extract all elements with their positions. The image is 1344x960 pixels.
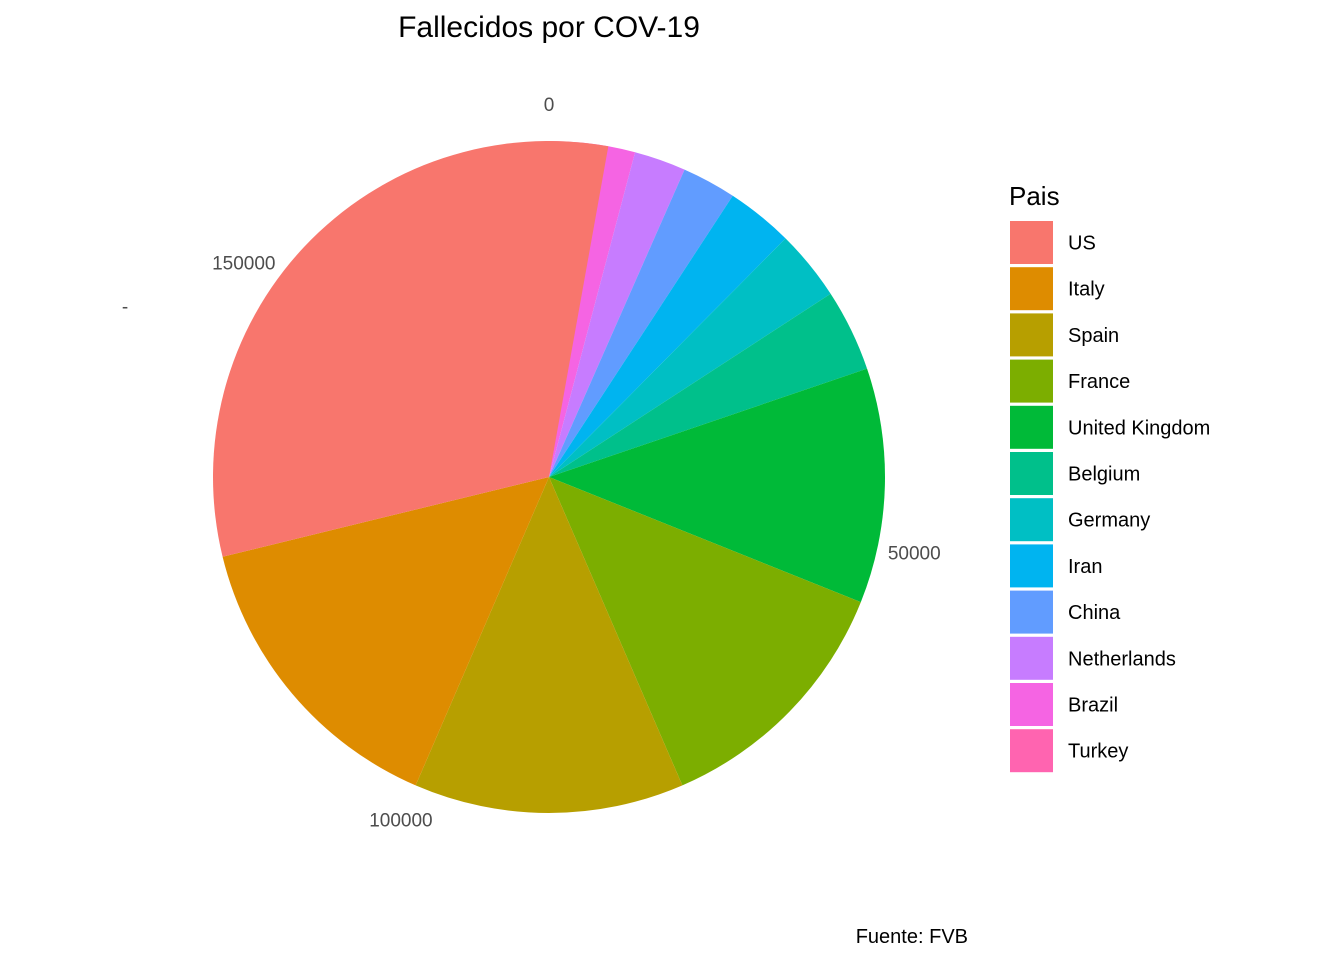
pie-slice-iran bbox=[549, 195, 786, 478]
legend: Pais US Italy Spain France United Kingdom Bel… bbox=[1009, 181, 1210, 773]
pie-slices bbox=[212, 140, 886, 813]
legend-label-spain: Spain bbox=[1068, 325, 1119, 347]
legend-label-turkey: Turkey bbox=[1068, 741, 1128, 763]
chart-caption: Fuente: FVB bbox=[856, 926, 968, 948]
pie-slice-spain bbox=[415, 477, 683, 813]
legend-label-belgium: Belgium bbox=[1068, 464, 1140, 486]
legend-title: Pais bbox=[1009, 181, 1060, 211]
legend-key-italy bbox=[1010, 267, 1053, 311]
legend-label-brazil: Brazil bbox=[1068, 695, 1118, 717]
legend-label-france: France bbox=[1068, 371, 1130, 393]
legend-key-turkey bbox=[1010, 729, 1053, 773]
legend-key-france bbox=[1010, 359, 1053, 403]
chart-title: Fallecidos por COV-19 bbox=[398, 11, 700, 44]
legend-label-iran: Iran bbox=[1068, 556, 1102, 578]
legend-key-netherlands bbox=[1010, 636, 1053, 680]
legend-label-netherlands: Netherlands bbox=[1068, 648, 1176, 670]
angular-axis-ticks: 0 50000 100000 150000 - bbox=[122, 95, 941, 831]
stray-tick-mark: - bbox=[122, 297, 128, 318]
pie-slice-united-kingdom bbox=[549, 368, 886, 603]
tick-label-0: 0 bbox=[544, 95, 555, 116]
pie-slice-germany bbox=[549, 238, 831, 477]
legend-key-germany bbox=[1010, 498, 1053, 542]
pie-slice-china bbox=[549, 169, 733, 477]
pie-slice-france bbox=[549, 477, 861, 786]
legend-label-germany: Germany bbox=[1068, 510, 1150, 532]
legend-key-iran bbox=[1010, 544, 1053, 588]
legend-label-italy: Italy bbox=[1068, 279, 1105, 301]
legend-key-china bbox=[1010, 590, 1053, 634]
tick-label-150000: 150000 bbox=[212, 254, 275, 275]
legend-key-spain bbox=[1010, 313, 1053, 357]
tick-label-50000: 50000 bbox=[888, 544, 941, 565]
pie-slice-netherlands bbox=[549, 152, 685, 477]
legend-label-united-kingdom: United Kingdom bbox=[1068, 417, 1210, 439]
legend-key-brazil bbox=[1010, 683, 1053, 726]
legend-label-us: US bbox=[1068, 233, 1096, 255]
legend-key-belgium bbox=[1010, 452, 1053, 495]
pie-slice-italy bbox=[222, 477, 549, 786]
pie-slice-belgium bbox=[549, 293, 868, 477]
tick-label-100000: 100000 bbox=[369, 810, 432, 831]
legend-key-united-kingdom bbox=[1010, 405, 1053, 449]
legend-label-china: China bbox=[1068, 602, 1121, 624]
legend-key-us bbox=[1010, 221, 1053, 264]
pie-slice-us bbox=[212, 140, 609, 557]
pie-slice-brazil bbox=[549, 142, 636, 477]
